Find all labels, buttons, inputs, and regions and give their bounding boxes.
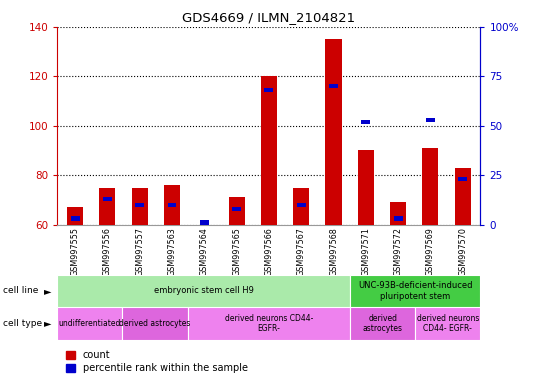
Bar: [164, 185, 180, 225]
Text: GSM997566: GSM997566: [264, 227, 274, 276]
Bar: [416, 307, 480, 340]
Bar: [168, 203, 176, 207]
Bar: [70, 217, 80, 221]
Bar: [57, 275, 351, 307]
Bar: [122, 307, 187, 340]
Bar: [390, 202, 406, 225]
Bar: [361, 119, 370, 124]
Text: ►: ►: [44, 318, 52, 329]
Text: derived
astrocytes: derived astrocytes: [363, 314, 403, 333]
Text: GSM997567: GSM997567: [296, 227, 306, 276]
Bar: [293, 187, 309, 225]
Bar: [394, 217, 402, 221]
Text: undifferentiated: undifferentiated: [58, 319, 121, 328]
Text: cell line: cell line: [3, 286, 38, 295]
Bar: [57, 307, 122, 340]
Bar: [351, 307, 416, 340]
Text: GSM997570: GSM997570: [458, 227, 467, 276]
Text: GSM997565: GSM997565: [232, 227, 241, 276]
Text: derived neurons
CD44- EGFR-: derived neurons CD44- EGFR-: [417, 314, 479, 333]
Text: GSM997571: GSM997571: [361, 227, 370, 276]
Bar: [455, 168, 471, 225]
Bar: [229, 197, 245, 225]
Text: GSM997568: GSM997568: [329, 227, 338, 276]
Bar: [67, 207, 83, 225]
Bar: [329, 84, 338, 88]
Text: GSM997563: GSM997563: [168, 227, 176, 276]
Bar: [351, 275, 480, 307]
Legend: count, percentile rank within the sample: count, percentile rank within the sample: [62, 346, 252, 377]
Text: GSM997572: GSM997572: [394, 227, 402, 276]
Bar: [325, 39, 342, 225]
Text: GSM997556: GSM997556: [103, 227, 112, 276]
Bar: [232, 207, 241, 211]
Bar: [200, 220, 209, 225]
Bar: [187, 307, 351, 340]
Text: GSM997564: GSM997564: [200, 227, 209, 276]
Text: embryonic stem cell H9: embryonic stem cell H9: [154, 286, 254, 295]
Title: GDS4669 / ILMN_2104821: GDS4669 / ILMN_2104821: [182, 11, 355, 24]
Bar: [103, 197, 112, 201]
Bar: [135, 203, 144, 207]
Text: derived astrocytes: derived astrocytes: [119, 319, 191, 328]
Bar: [423, 148, 438, 225]
Text: ►: ►: [44, 286, 52, 296]
Bar: [358, 151, 374, 225]
Text: cell type: cell type: [3, 319, 42, 328]
Bar: [261, 76, 277, 225]
Bar: [297, 203, 306, 207]
Text: derived neurons CD44-
EGFR-: derived neurons CD44- EGFR-: [225, 314, 313, 333]
Bar: [264, 88, 274, 93]
Text: UNC-93B-deficient-induced
pluripotent stem: UNC-93B-deficient-induced pluripotent st…: [358, 281, 473, 301]
Bar: [132, 187, 148, 225]
Text: GSM997569: GSM997569: [426, 227, 435, 276]
Bar: [426, 118, 435, 122]
Bar: [99, 187, 115, 225]
Bar: [458, 177, 467, 181]
Text: GSM997555: GSM997555: [70, 227, 80, 276]
Text: GSM997557: GSM997557: [135, 227, 144, 276]
